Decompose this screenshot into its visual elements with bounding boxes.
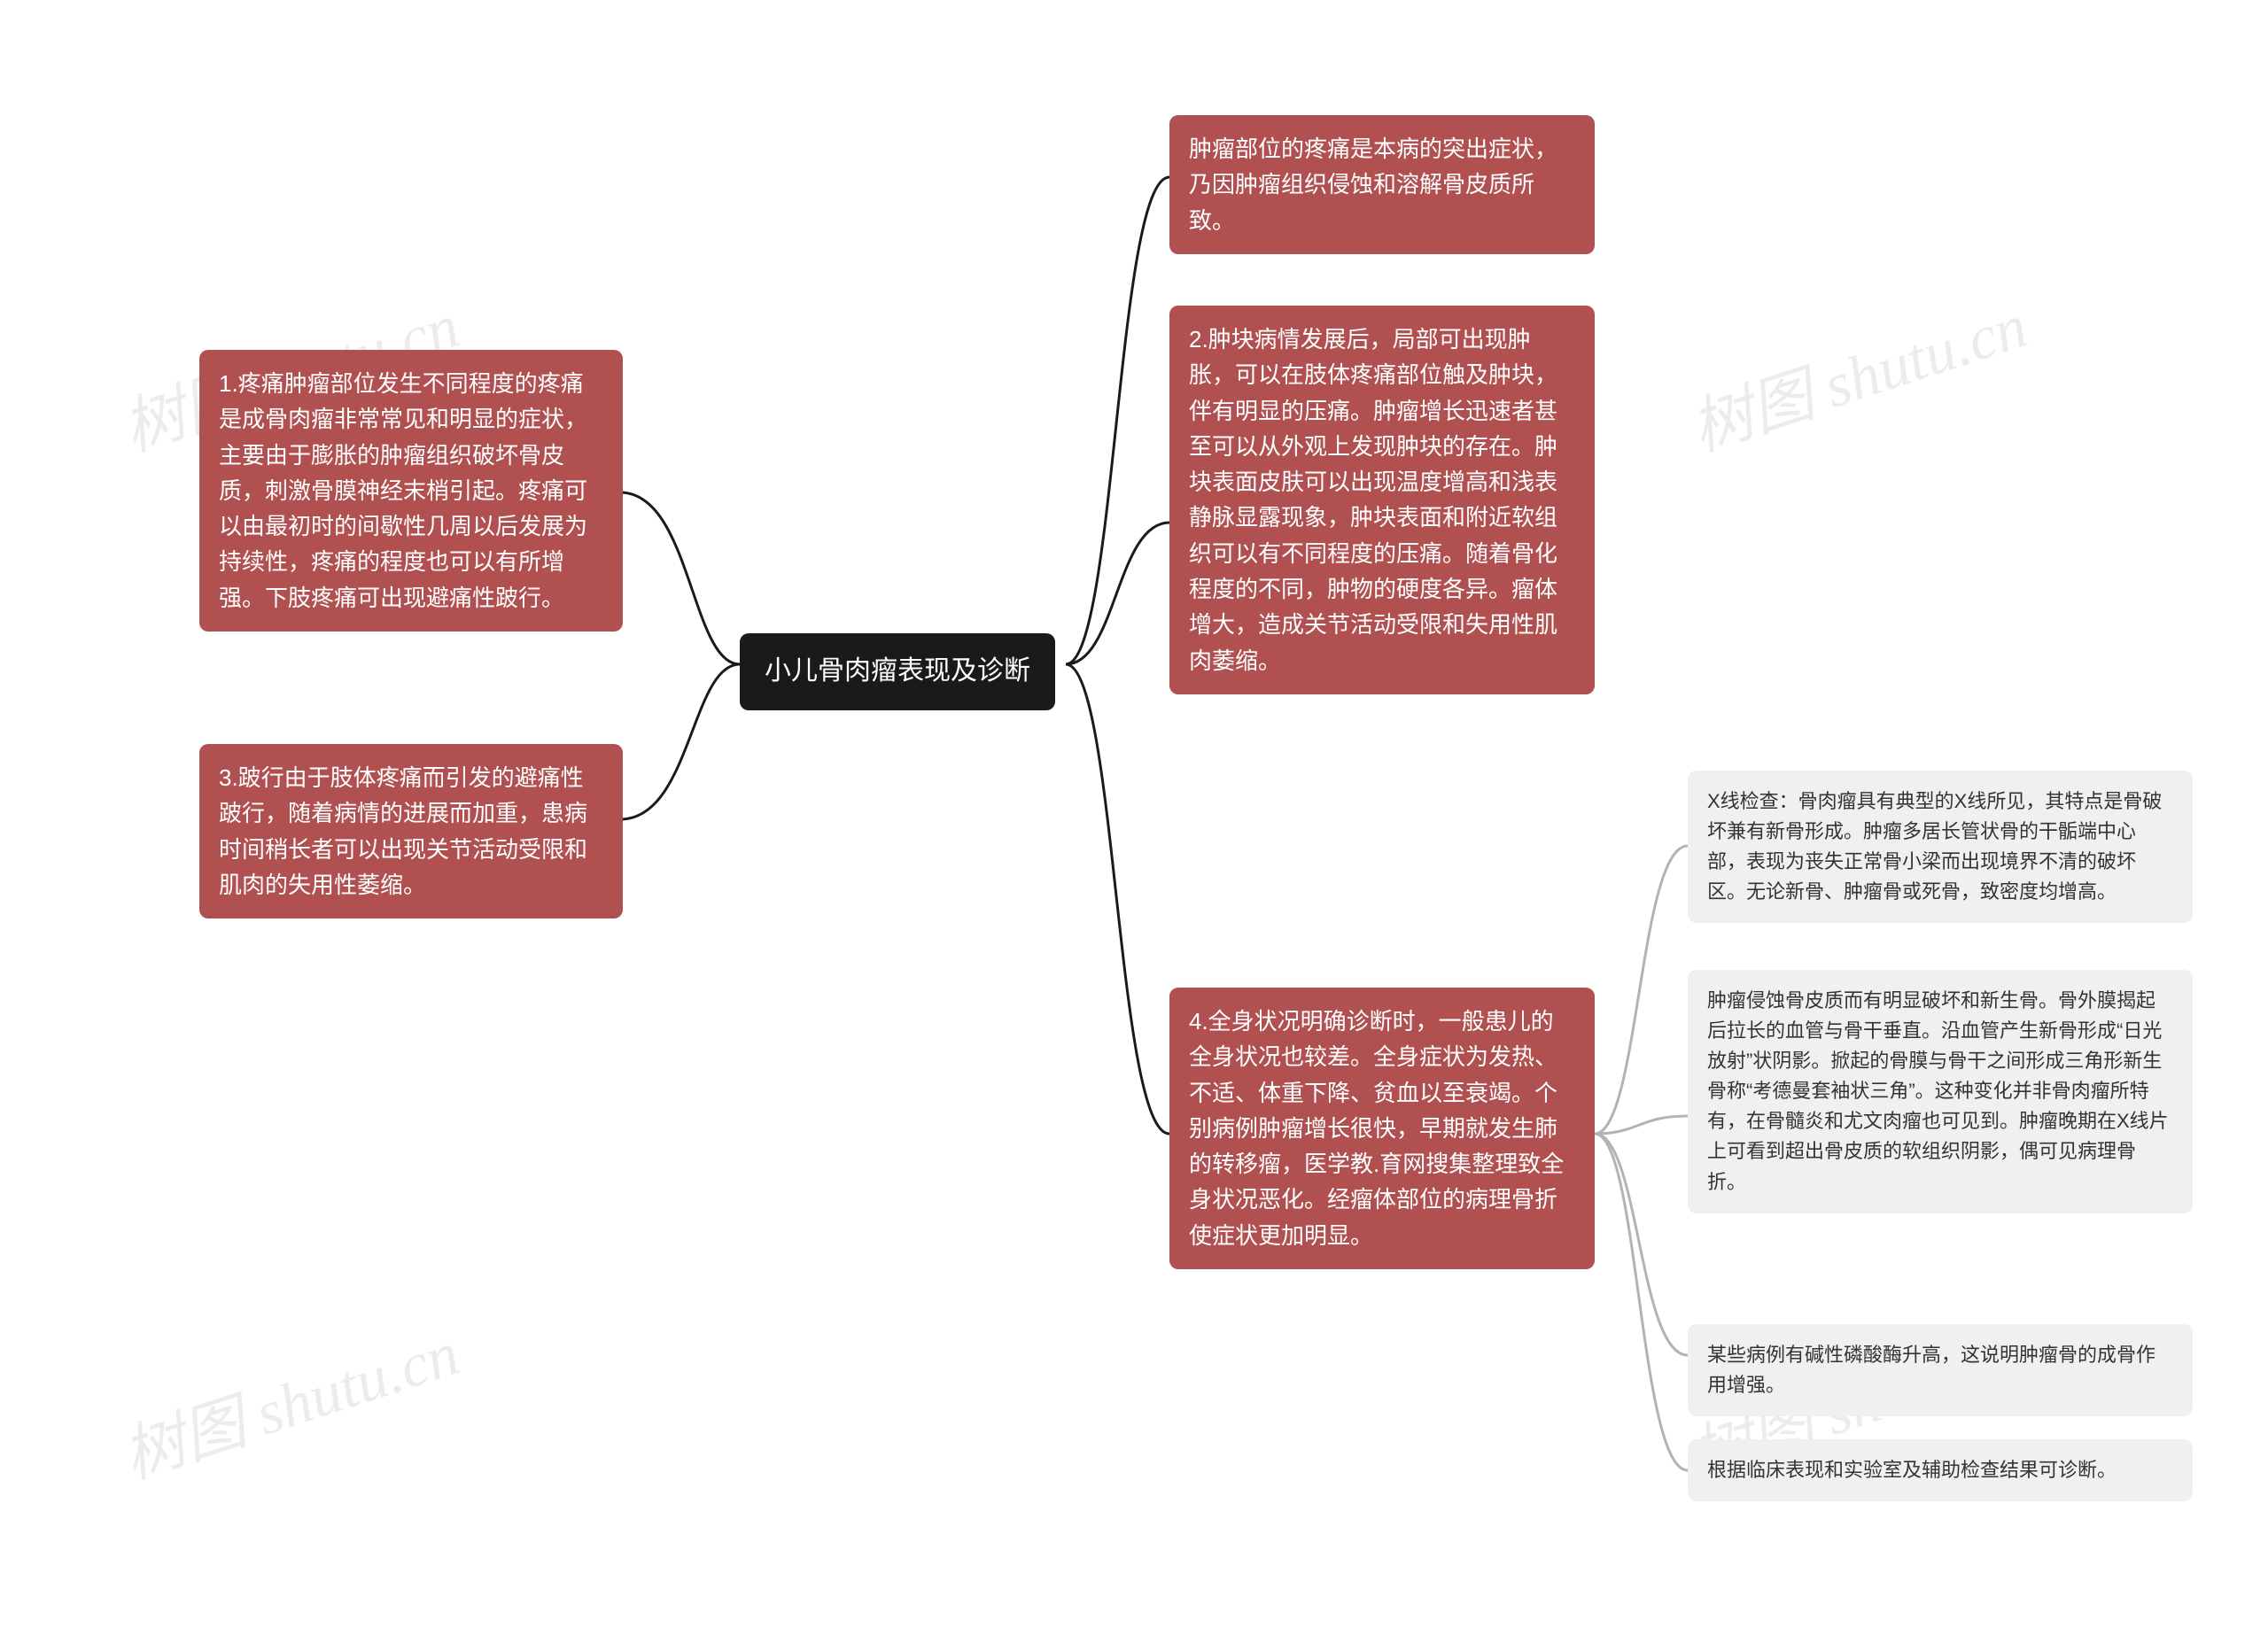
watermark: 树图 shutu.cn bbox=[1678, 276, 2037, 469]
child-node-1[interactable]: X线检查：骨肉瘤具有典型的X线所见，其特点是骨破坏兼有新骨形成。肿瘤多居长管状骨… bbox=[1688, 771, 2193, 923]
watermark: 树图 shutu.cn bbox=[110, 1304, 469, 1496]
right-node-2[interactable]: 2.肿块病情发展后，局部可出现肿胀，可以在肢体疼痛部位触及肿块，伴有明显的压痛。… bbox=[1169, 306, 1595, 694]
right-node-3[interactable]: 4.全身状况明确诊断时，一般患儿的全身状况也较差。全身症状为发热、不适、体重下降… bbox=[1169, 988, 1595, 1269]
child-node-3[interactable]: 某些病例有碱性磷酸酶升高，这说明肿瘤骨的成骨作用增强。 bbox=[1688, 1324, 2193, 1416]
left-node-2[interactable]: 3.跛行由于肢体疼痛而引发的避痛性跛行，随着病情的进展而加重，患病时间稍长者可以… bbox=[199, 744, 623, 918]
left-node-1[interactable]: 1.疼痛肿瘤部位发生不同程度的疼痛是成骨肉瘤非常常见和明显的症状，主要由于膨胀的… bbox=[199, 350, 623, 632]
child-node-4[interactable]: 根据临床表现和实验室及辅助检查结果可诊断。 bbox=[1688, 1439, 2193, 1501]
mindmap-canvas: 树图 shutu.cn 树图 shutu.cn 树图 shutu.cn 树图 s… bbox=[0, 0, 2268, 1643]
root-node[interactable]: 小儿骨肉瘤表现及诊断 bbox=[740, 633, 1055, 710]
right-node-1[interactable]: 肿瘤部位的疼痛是本病的突出症状，乃因肿瘤组织侵蚀和溶解骨皮质所致。 bbox=[1169, 115, 1595, 254]
child-node-2[interactable]: 肿瘤侵蚀骨皮质而有明显破坏和新生骨。骨外膜揭起后拉长的血管与骨干垂直。沿血管产生… bbox=[1688, 970, 2193, 1213]
